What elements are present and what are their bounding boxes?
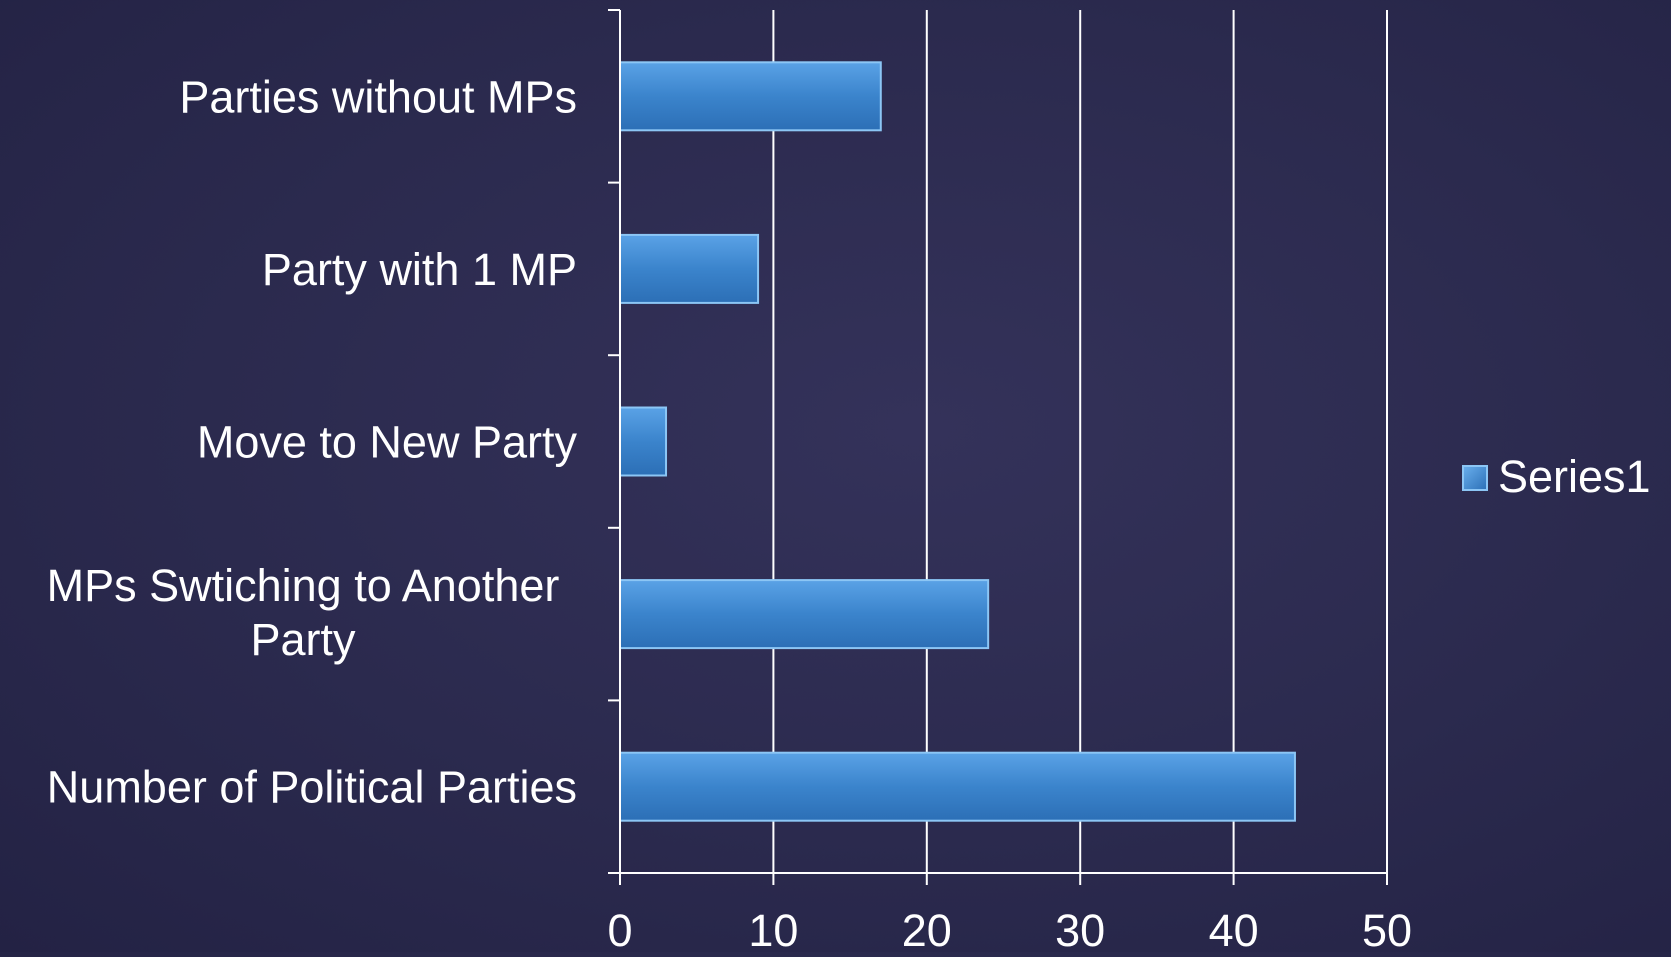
category-label-3-line-1: Party [250,614,356,665]
bar-4 [620,753,1295,821]
bar-0 [620,62,881,130]
legend-swatch [1463,466,1487,490]
bars [620,62,1295,820]
legend-label-series1: Series1 [1498,451,1651,502]
x-tick-labels: 0 10 20 30 40 50 [607,905,1412,952]
gridlines [773,10,1387,873]
category-label-2: Move to New Party [197,417,578,468]
bar-2 [620,408,666,476]
legend: Series1 [1463,451,1651,502]
x-tick-label-20: 20 [902,905,952,952]
x-tick-label-30: 30 [1055,905,1105,952]
x-tick-label-10: 10 [748,905,798,952]
category-label-3-line-0: MPs Swtiching to Another [47,560,560,611]
category-label-0: Parties without MPs [179,71,577,122]
category-label-1: Party with 1 MP [262,244,577,295]
category-label-4: Number of Political Parties [47,762,577,813]
x-tick-label-50: 50 [1362,905,1412,952]
x-tick-label-0: 0 [607,905,632,952]
category-labels: Parties without MPs Party with 1 MP Move t… [47,71,578,812]
bar-1 [620,235,758,303]
x-tick-label-40: 40 [1209,905,1259,952]
bar-3 [620,580,988,648]
